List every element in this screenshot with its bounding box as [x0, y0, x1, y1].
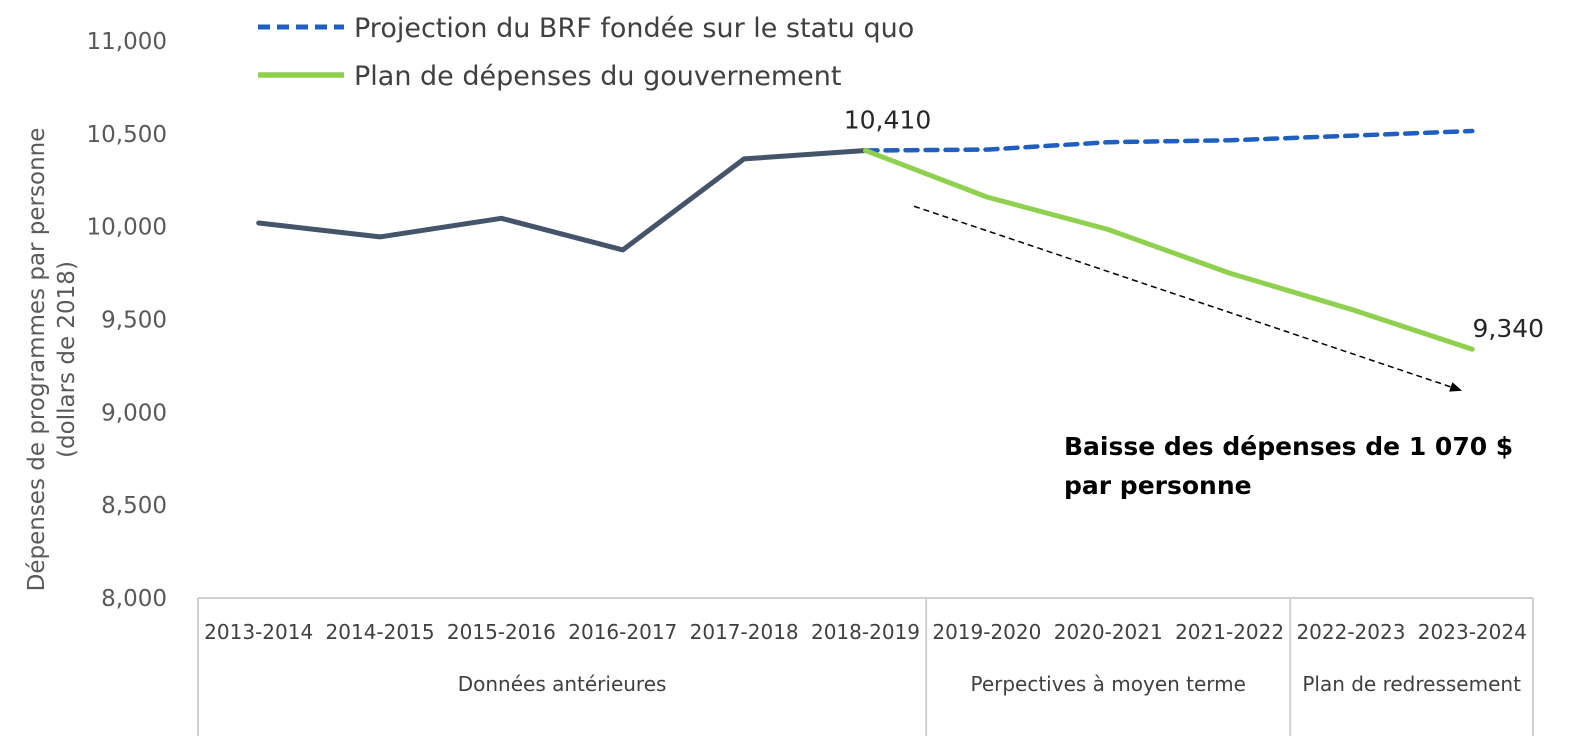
x-tick-label: 2023-2024	[1418, 620, 1527, 644]
series-line-status_quo	[866, 131, 1473, 151]
series-line-government_plan	[866, 151, 1473, 350]
y-axis-title-line: Dépenses de programmes par personne	[24, 128, 50, 592]
x-tick-label: 2014-2015	[326, 620, 435, 644]
y-tick-label: 10,000	[87, 215, 167, 241]
y-tick-label: 8,000	[101, 586, 167, 612]
y-axis-title: Dépenses de programmes par personne(doll…	[24, 128, 80, 592]
x-group-label: Plan de redressement	[1302, 672, 1521, 696]
x-tick-label: 2019-2020	[932, 620, 1041, 644]
y-axis-title-line: (dollars de 2018)	[54, 261, 80, 458]
x-group-label: Données antérieures	[458, 672, 667, 696]
x-tick-label: 2016-2017	[568, 620, 677, 644]
series-line-historical	[259, 151, 866, 250]
y-tick-label: 9,000	[101, 400, 167, 426]
x-tick-label: 2020-2021	[1054, 620, 1163, 644]
x-tick-label: 2013-2014	[204, 620, 313, 644]
y-tick-label: 11,000	[87, 29, 167, 55]
y-tick-label: 8,500	[101, 493, 167, 519]
x-tick-label: 2017-2018	[690, 620, 799, 644]
x-group-label: Perpectives à moyen terme	[970, 672, 1246, 696]
legend-label: Projection du BRF fondée sur le statu qu…	[354, 13, 914, 44]
x-tick-label: 2022-2023	[1296, 620, 1405, 644]
data-label: 10,410	[844, 106, 931, 135]
legend-label: Plan de dépenses du gouvernement	[354, 61, 841, 92]
x-tick-label: 2018-2019	[811, 620, 920, 644]
annotation-text: Baisse des dépenses de 1 070 $	[1064, 432, 1513, 461]
y-tick-label: 9,500	[101, 308, 167, 334]
y-tick-label: 10,500	[87, 122, 167, 148]
annotation-text: par personne	[1064, 471, 1252, 500]
x-tick-label: 2015-2016	[447, 620, 556, 644]
annotation-arrow	[914, 206, 1460, 390]
data-label: 9,340	[1473, 314, 1545, 343]
x-tick-label: 2021-2022	[1175, 620, 1284, 644]
